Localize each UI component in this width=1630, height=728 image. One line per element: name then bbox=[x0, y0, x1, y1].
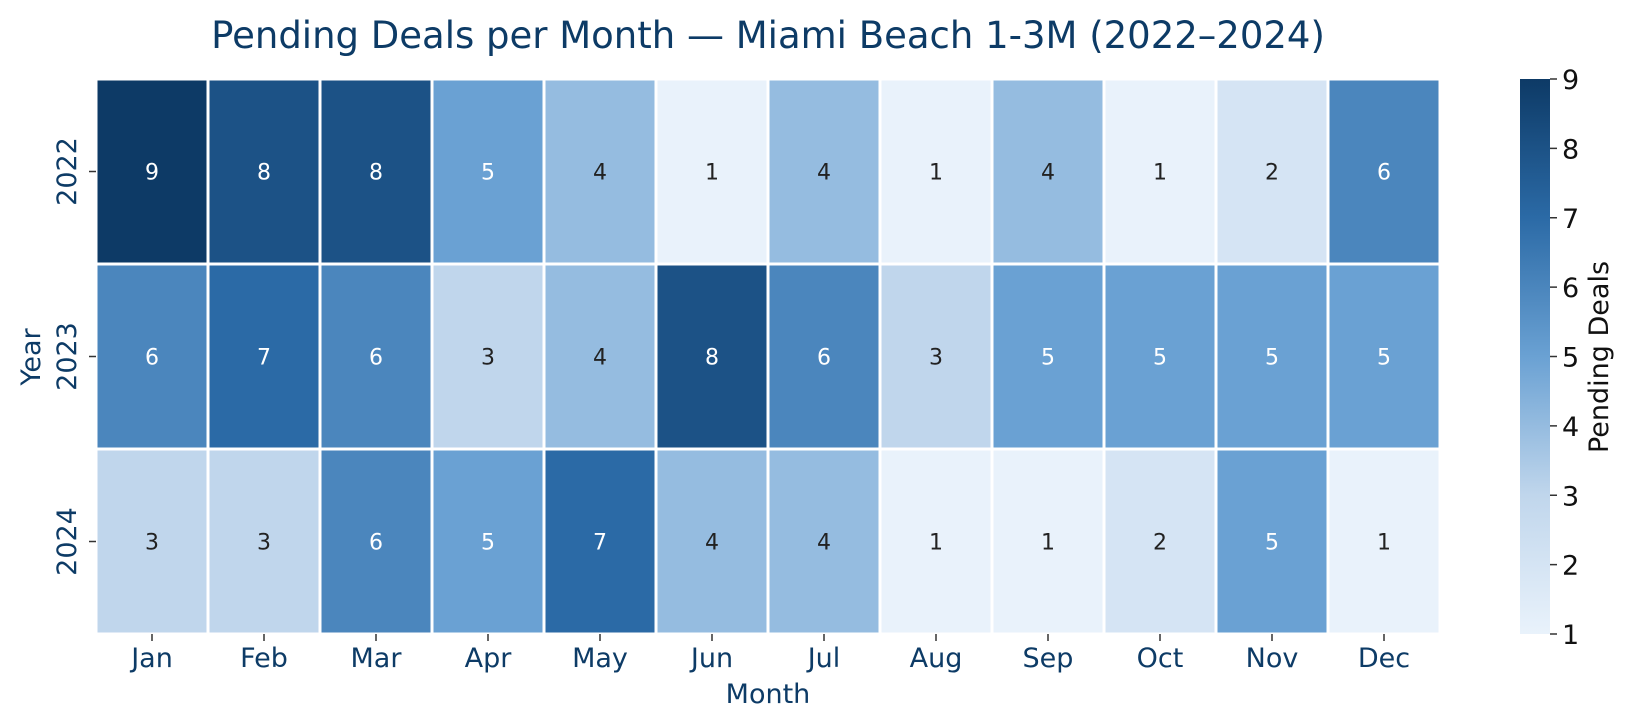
y-axis-ticks: 2022 2023 2024 bbox=[52, 137, 96, 576]
cell-value-label: 5 bbox=[1041, 346, 1055, 371]
heatmap-cell bbox=[318, 447, 434, 636]
heatmap-cell bbox=[878, 77, 994, 266]
heatmap-cell bbox=[878, 262, 994, 451]
heatmap-cell bbox=[766, 447, 882, 636]
colorbar: 1 2 3 4 5 6 7 8 9 Pending Deals bbox=[1520, 65, 1615, 651]
x-tick-label: Dec bbox=[1358, 643, 1410, 674]
cell-value-label: 2 bbox=[1153, 531, 1167, 556]
heatmap-cell bbox=[990, 262, 1106, 451]
colorbar-tick-label: 1 bbox=[1562, 620, 1579, 651]
x-axis-ticks: Jan Feb Mar Apr May Jun Jul Aug Sep Oct Nov Dec bbox=[129, 634, 1410, 674]
heatmap-cell bbox=[1326, 77, 1442, 266]
cell-value-label: 8 bbox=[257, 161, 271, 186]
heatmap-cell bbox=[94, 77, 210, 266]
x-tick-label: Mar bbox=[351, 643, 403, 674]
heatmap-cell bbox=[430, 447, 546, 636]
colorbar-tick-label: 7 bbox=[1562, 204, 1579, 235]
cell-value-label: 5 bbox=[1377, 346, 1391, 371]
colorbar-tick-label: 6 bbox=[1562, 273, 1579, 304]
cell-value-label: 4 bbox=[817, 161, 831, 186]
heatmap-cell bbox=[1102, 77, 1218, 266]
x-tick-label: Oct bbox=[1137, 643, 1184, 674]
cell-value-label: 5 bbox=[1153, 346, 1167, 371]
cell-value-label: 4 bbox=[593, 346, 607, 371]
cell-value-label: 8 bbox=[705, 346, 719, 371]
cell-value-label: 1 bbox=[929, 161, 943, 186]
heatmap-cell bbox=[206, 262, 322, 451]
cell-value-label: 6 bbox=[145, 346, 159, 371]
heatmap-cell bbox=[206, 77, 322, 266]
cell-value-label: 5 bbox=[1265, 531, 1279, 556]
cell-value-label: 6 bbox=[369, 346, 383, 371]
y-tick-label: 2024 bbox=[52, 507, 83, 576]
colorbar-tick-label: 3 bbox=[1562, 481, 1579, 512]
chart-title: Pending Deals per Month — Miami Beach 1-… bbox=[211, 14, 1325, 57]
x-tick-label: Jan bbox=[129, 643, 173, 674]
heatmap-cell bbox=[1102, 262, 1218, 451]
colorbar-tick-label: 2 bbox=[1562, 551, 1579, 582]
heatmap-cell bbox=[430, 262, 546, 451]
x-axis-label: Month bbox=[726, 679, 811, 710]
x-tick-label: May bbox=[572, 643, 628, 674]
cell-value-label: 7 bbox=[593, 531, 607, 556]
y-tick-label: 2022 bbox=[52, 137, 83, 206]
heatmap-cells: 9 8 8 5 4 1 4 1 4 1 2 6 6 7 6 3 4 8 6 3 5 5 5 5 3 3 6 5 7 4 4 1 1 2 5 1 bbox=[94, 77, 1442, 636]
cell-value-label: 3 bbox=[929, 346, 943, 371]
heatmap-cell bbox=[766, 262, 882, 451]
cell-value-label: 6 bbox=[369, 531, 383, 556]
heatmap-cell bbox=[318, 77, 434, 266]
cell-value-label: 1 bbox=[1377, 531, 1391, 556]
cell-value-label: 7 bbox=[257, 346, 271, 371]
cell-value-label: 1 bbox=[929, 531, 943, 556]
colorbar-tick-label: 5 bbox=[1562, 343, 1579, 374]
cell-value-label: 8 bbox=[369, 161, 383, 186]
colorbar-label: Pending Deals bbox=[1584, 261, 1615, 453]
cell-value-label: 6 bbox=[817, 346, 831, 371]
heatmap-cell bbox=[542, 262, 658, 451]
cell-value-label: 5 bbox=[481, 161, 495, 186]
colorbar-gradient bbox=[1520, 79, 1550, 634]
heatmap-cell bbox=[1214, 262, 1330, 451]
cell-value-label: 6 bbox=[1377, 161, 1391, 186]
heatmap-cell bbox=[654, 262, 770, 451]
x-tick-label: Apr bbox=[465, 643, 513, 674]
cell-value-label: 4 bbox=[817, 531, 831, 556]
heatmap-cell bbox=[1326, 262, 1442, 451]
cell-value-label: 4 bbox=[593, 161, 607, 186]
cell-value-label: 1 bbox=[705, 161, 719, 186]
y-axis-label: Year bbox=[16, 328, 47, 387]
x-tick-label: Jul bbox=[806, 643, 841, 674]
x-tick-label: Sep bbox=[1023, 643, 1074, 674]
cell-value-label: 2 bbox=[1265, 161, 1279, 186]
x-tick-label: Feb bbox=[240, 643, 288, 674]
cell-value-label: 5 bbox=[481, 531, 495, 556]
colorbar-tick-label: 4 bbox=[1562, 412, 1579, 443]
y-tick-label: 2023 bbox=[52, 322, 83, 391]
cell-value-label: 3 bbox=[145, 531, 159, 556]
x-tick-label: Jun bbox=[689, 643, 733, 674]
heatmap-cell bbox=[1326, 447, 1442, 636]
cell-value-label: 1 bbox=[1153, 161, 1167, 186]
heatmap-cell bbox=[542, 447, 658, 636]
cell-value-label: 3 bbox=[481, 346, 495, 371]
cell-value-label: 3 bbox=[257, 531, 271, 556]
heatmap-cell bbox=[654, 77, 770, 266]
x-tick-label: Aug bbox=[910, 643, 963, 674]
cell-value-label: 9 bbox=[145, 161, 159, 186]
colorbar-ticks: 1 2 3 4 5 6 7 8 9 bbox=[1550, 65, 1579, 651]
x-tick-label: Nov bbox=[1246, 643, 1299, 674]
colorbar-tick-label: 8 bbox=[1562, 134, 1579, 165]
cell-value-label: 1 bbox=[1041, 531, 1055, 556]
cell-value-label: 5 bbox=[1265, 346, 1279, 371]
colorbar-tick-label: 9 bbox=[1562, 65, 1579, 96]
cell-value-label: 4 bbox=[1041, 161, 1055, 186]
cell-value-label: 4 bbox=[705, 531, 719, 556]
